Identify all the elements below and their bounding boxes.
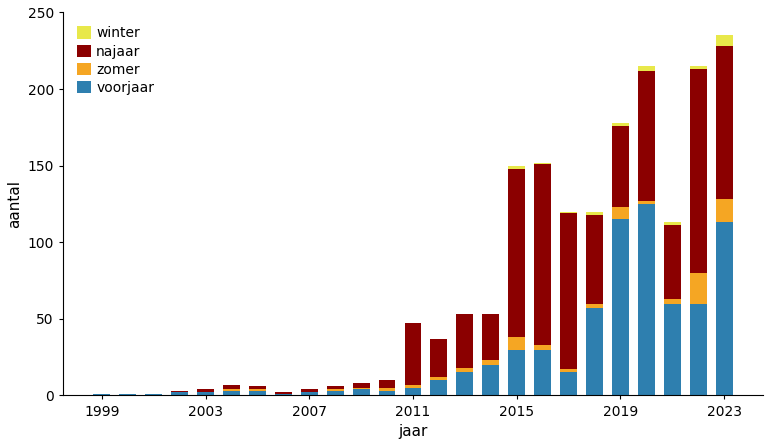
Bar: [404, 388, 421, 396]
Bar: [379, 388, 396, 391]
Bar: [379, 391, 396, 396]
Bar: [457, 372, 474, 396]
Bar: [353, 383, 370, 388]
Bar: [326, 389, 343, 391]
Bar: [690, 273, 707, 304]
Bar: [93, 394, 110, 396]
Bar: [457, 368, 474, 372]
Bar: [586, 308, 603, 396]
Bar: [404, 385, 421, 388]
Bar: [560, 213, 577, 369]
Bar: [586, 211, 603, 215]
Bar: [508, 169, 525, 337]
Bar: [275, 392, 292, 394]
Legend: winter, najaar, zomer, voorjaar: winter, najaar, zomer, voorjaar: [70, 19, 161, 102]
Bar: [379, 380, 396, 388]
Bar: [457, 314, 474, 368]
Bar: [716, 199, 732, 223]
Bar: [560, 211, 577, 213]
Bar: [664, 223, 681, 225]
Bar: [534, 163, 551, 164]
Bar: [716, 46, 732, 199]
Bar: [690, 69, 707, 273]
Bar: [560, 372, 577, 396]
Bar: [197, 392, 214, 396]
Bar: [664, 225, 681, 299]
Bar: [716, 35, 732, 46]
Bar: [690, 66, 707, 69]
Bar: [638, 204, 654, 396]
Bar: [612, 123, 629, 126]
Bar: [146, 394, 162, 396]
Bar: [560, 369, 577, 372]
Bar: [586, 215, 603, 304]
Bar: [430, 339, 447, 377]
Bar: [664, 304, 681, 396]
Bar: [482, 360, 499, 365]
Bar: [690, 304, 707, 396]
Bar: [430, 377, 447, 380]
Bar: [275, 394, 292, 396]
Bar: [249, 386, 266, 389]
Bar: [326, 391, 343, 396]
Bar: [586, 304, 603, 308]
Bar: [508, 165, 525, 169]
Bar: [534, 350, 551, 396]
Bar: [612, 126, 629, 207]
Bar: [353, 388, 370, 389]
Bar: [353, 389, 370, 396]
Bar: [664, 299, 681, 304]
Bar: [638, 66, 654, 70]
Bar: [716, 223, 732, 396]
Bar: [482, 365, 499, 396]
Bar: [612, 207, 629, 219]
Bar: [223, 389, 240, 391]
Bar: [430, 380, 447, 396]
Bar: [197, 389, 214, 392]
Bar: [249, 391, 266, 396]
Bar: [326, 386, 343, 389]
Y-axis label: aantal: aantal: [7, 180, 22, 228]
Bar: [301, 389, 318, 392]
Bar: [638, 201, 654, 204]
Bar: [119, 394, 136, 396]
Bar: [171, 391, 188, 392]
Bar: [171, 392, 188, 396]
Bar: [301, 392, 318, 396]
Bar: [612, 219, 629, 396]
Bar: [534, 345, 551, 350]
Bar: [534, 164, 551, 345]
Bar: [638, 70, 654, 201]
Bar: [223, 385, 240, 389]
X-axis label: jaar: jaar: [398, 424, 427, 439]
Bar: [482, 314, 499, 360]
Bar: [508, 337, 525, 350]
Bar: [249, 389, 266, 391]
Bar: [404, 323, 421, 385]
Bar: [223, 391, 240, 396]
Bar: [508, 350, 525, 396]
